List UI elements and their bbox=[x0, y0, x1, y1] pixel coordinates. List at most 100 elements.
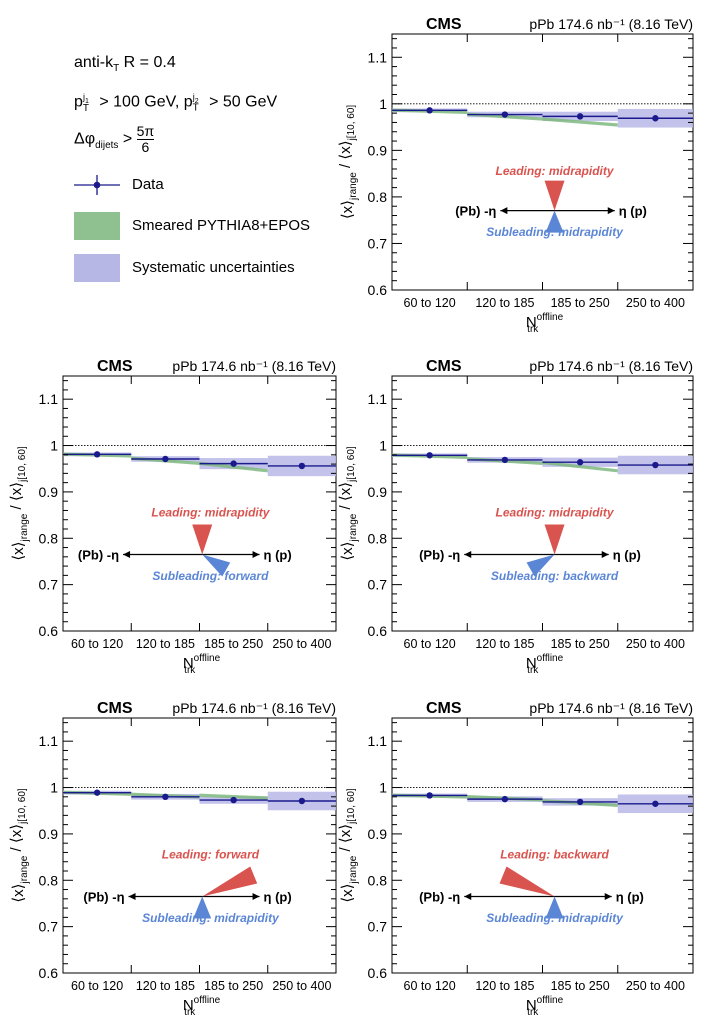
plot-frame bbox=[62, 717, 337, 974]
data-point-3 bbox=[230, 796, 237, 804]
data-point-3 bbox=[576, 459, 584, 466]
data-point-2 bbox=[501, 795, 509, 803]
eta-arrow-right bbox=[607, 207, 615, 215]
y-tick-label: 0.8 bbox=[368, 530, 388, 546]
data-point-4 bbox=[652, 461, 659, 469]
data-marker-icon bbox=[74, 175, 120, 195]
x-tick-label-2: 120 to 185 bbox=[475, 296, 534, 310]
x-axis-label: Noffline trk bbox=[526, 653, 564, 676]
eta-left-label: (Pb) -η bbox=[78, 548, 119, 563]
y-axis-label-text: ⟨x⟩jrange / ⟨x⟩j[10, 60] bbox=[337, 788, 360, 903]
y-tick-label: 0.6 bbox=[368, 282, 388, 298]
leading-label: Leading: forward bbox=[162, 847, 260, 861]
y-tick-label: 0.7 bbox=[39, 577, 59, 593]
y-axis-label: ⟨x⟩jrange / ⟨x⟩j[10, 60] bbox=[337, 105, 360, 220]
legend-entry-mc-label: Smeared PYTHIA8+EPOS bbox=[132, 217, 310, 234]
y-tick-label: 0.6 bbox=[368, 623, 388, 639]
experiment-label: CMS bbox=[426, 16, 462, 33]
x-tick-label-2: 120 to 185 bbox=[475, 637, 534, 651]
data-point-2 bbox=[501, 456, 509, 464]
y-tick-label: 0.7 bbox=[368, 919, 388, 935]
y-axis-label: ⟨x⟩jrange / ⟨x⟩j[10, 60] bbox=[8, 446, 31, 561]
lumi-label: pPb 174.6 nb⁻¹ (8.16 TeV) bbox=[172, 358, 336, 374]
data-point-2 bbox=[501, 111, 509, 118]
eta-right-label: η (p) bbox=[264, 890, 292, 905]
subleading-label: Subleading: forward bbox=[152, 569, 269, 583]
y-tick-label: 1.1 bbox=[368, 49, 388, 65]
leading-label: Leading: backward bbox=[500, 847, 609, 861]
legend-pt-cut: pTj1 > 100 GeV, pTj2 > 50 GeV bbox=[74, 92, 278, 114]
lumi-label: pPb 174.6 nb⁻¹ (8.16 TeV) bbox=[529, 358, 693, 374]
y-tick-label: 1 bbox=[50, 438, 58, 454]
y-tick-label: 1.1 bbox=[39, 733, 59, 749]
y-tick-label: 0.8 bbox=[39, 530, 59, 546]
eta-right-label: η (p) bbox=[616, 890, 644, 905]
subleading-label: Subleading: midrapidity bbox=[142, 911, 280, 925]
eta-arrow-right bbox=[604, 893, 612, 900]
eta-left-label: (Pb) -η bbox=[83, 890, 124, 905]
y-axis-label-text: ⟨x⟩jrange / ⟨x⟩j[10, 60] bbox=[337, 446, 360, 561]
leading-label: Leading: midrapidity bbox=[496, 164, 615, 178]
x-tick-label-1: 60 to 120 bbox=[404, 296, 456, 310]
lumi-label: pPb 174.6 nb⁻¹ (8.16 TeV) bbox=[529, 16, 693, 32]
legend-entry-mc: Smeared PYTHIA8+EPOS bbox=[74, 212, 374, 242]
data-point-1 bbox=[93, 451, 101, 458]
leading-cone bbox=[499, 866, 555, 897]
x-tick-label-3: 185 to 250 bbox=[204, 979, 263, 993]
data-point-4 bbox=[298, 462, 306, 470]
y-tick-label: 0.6 bbox=[368, 965, 388, 981]
y-tick-label: 0.9 bbox=[368, 484, 388, 500]
subleading-label: Subleading: midrapidity bbox=[486, 225, 624, 239]
subleading-cone bbox=[193, 896, 212, 919]
chart-panel-5: 0.6 0.7 0.8 0.9 1 1.1 60 to 120 120 to 185 185 t… bbox=[337, 700, 694, 1018]
eta-arrow-right bbox=[252, 551, 260, 558]
x-tick-label-4: 250 to 400 bbox=[626, 296, 685, 310]
data-point-3 bbox=[576, 113, 584, 120]
x-tick-label-3: 185 to 250 bbox=[551, 637, 610, 651]
legend-algo: anti-kT R = 0.4 bbox=[74, 54, 176, 75]
y-tick-label: 0.6 bbox=[39, 965, 59, 981]
eta-left-label: (Pb) -η bbox=[419, 548, 460, 563]
eta-arrow-left bbox=[464, 893, 472, 900]
y-tick-label: 0.8 bbox=[368, 189, 388, 205]
subleading-cone bbox=[545, 896, 564, 919]
x-tick-label-2: 120 to 185 bbox=[475, 979, 534, 993]
x-axis-label: Noffline trk bbox=[526, 312, 564, 335]
eta-right-label: η (p) bbox=[619, 204, 647, 219]
x-axis-label: Noffline trk bbox=[526, 995, 564, 1018]
y-tick-label: 1.1 bbox=[368, 733, 388, 749]
subleading-cone bbox=[545, 210, 564, 233]
eta-arrow-left bbox=[500, 207, 508, 215]
x-tick-label-1: 60 to 120 bbox=[404, 979, 456, 993]
x-tick-label-4: 250 to 400 bbox=[272, 637, 331, 651]
x-tick-label-3: 185 to 250 bbox=[204, 637, 263, 651]
y-tick-label: 1 bbox=[379, 96, 387, 112]
data-point-1 bbox=[426, 107, 433, 114]
legend-panel: anti-kT R = 0.4 pTj1 > 100 GeV, pTj2 > 5… bbox=[0, 0, 360, 330]
mc-band-3 bbox=[542, 117, 618, 127]
data-point-1 bbox=[426, 452, 433, 459]
data-point-4 bbox=[652, 800, 659, 807]
mc-band-3 bbox=[542, 460, 618, 473]
y-tick-label: 0.9 bbox=[368, 142, 388, 158]
x-tick-label-3: 185 to 250 bbox=[551, 979, 610, 993]
plot-frame bbox=[391, 375, 694, 632]
leading-label: Leading: midrapidity bbox=[496, 505, 615, 519]
plot-frame bbox=[391, 33, 694, 291]
data-point-1 bbox=[93, 789, 101, 796]
leading-label: Leading: midrapidity bbox=[151, 505, 270, 519]
y-axis-label: ⟨x⟩jrange / ⟨x⟩j[10, 60] bbox=[8, 788, 31, 903]
leading-cone bbox=[544, 524, 565, 555]
syst-swatch bbox=[74, 254, 120, 282]
leading-cone bbox=[544, 180, 565, 211]
mc-swatch bbox=[74, 212, 120, 240]
y-tick-label: 1 bbox=[50, 780, 58, 796]
data-point-3 bbox=[230, 460, 237, 467]
y-tick-label: 1.1 bbox=[368, 391, 388, 407]
x-tick-label-4: 250 to 400 bbox=[626, 979, 685, 993]
y-tick-label: 1 bbox=[379, 780, 387, 796]
y-tick-label: 0.9 bbox=[39, 826, 59, 842]
subleading-cone bbox=[202, 554, 231, 577]
x-tick-label-1: 60 to 120 bbox=[71, 979, 123, 993]
